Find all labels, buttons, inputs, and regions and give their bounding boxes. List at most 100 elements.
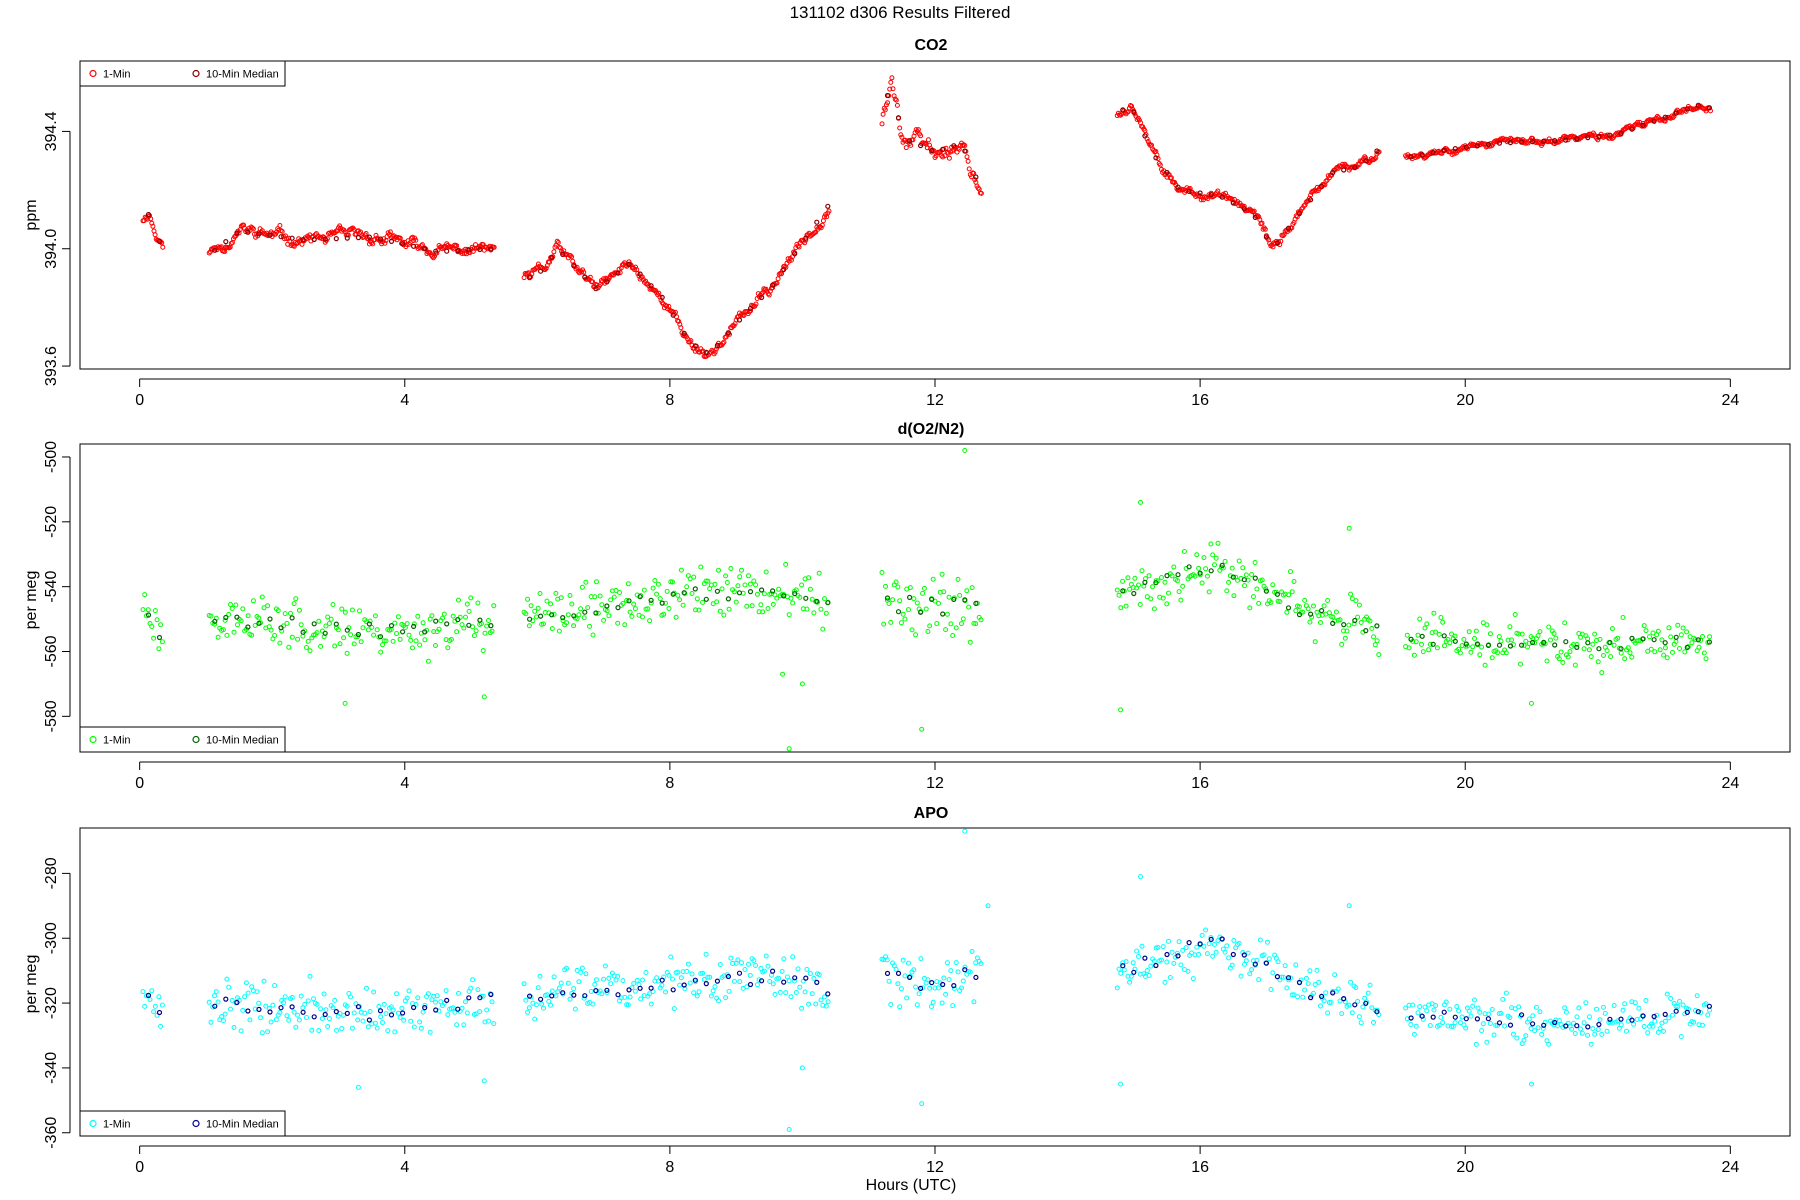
apo-one-min-point — [685, 961, 691, 967]
o2n2-one-min-point — [1213, 555, 1219, 561]
co2-median-point — [388, 238, 395, 244]
o2n2-median-point — [895, 609, 902, 615]
o2n2-y-axis-label: per meg — [23, 571, 40, 630]
o2n2-one-min-point — [760, 609, 766, 615]
o2n2-one-min-point — [897, 598, 903, 604]
apo-outlier-point — [786, 1127, 792, 1132]
apo-one-min-point — [666, 972, 672, 978]
apo-one-min-point — [795, 966, 801, 972]
co2-median-point — [1585, 135, 1591, 141]
o2n2-one-min-point — [1472, 636, 1477, 641]
co2-median-point — [1695, 102, 1701, 108]
apo-one-min-point — [371, 989, 377, 995]
apo-one-min-point — [1477, 1009, 1483, 1015]
apo-median-point — [289, 1004, 295, 1010]
co2-one-min-point — [1293, 213, 1299, 219]
o2n2-one-min-point — [631, 601, 637, 607]
o2n2-one-min-point — [466, 608, 472, 614]
apo-one-min-point — [489, 999, 495, 1005]
o2n2-one-min-point — [344, 650, 350, 656]
co2-one-min-point — [723, 334, 729, 340]
co2-one-min-point — [687, 339, 693, 345]
o2n2-outlier-point — [1118, 707, 1124, 713]
apo-one-min-point — [1238, 973, 1244, 979]
o2n2-one-min-point — [140, 607, 146, 613]
o2n2-one-min-point — [433, 643, 438, 648]
o2n2-one-min-point — [694, 596, 700, 602]
apo-one-min-point — [229, 997, 235, 1003]
o2n2-one-min-point — [1466, 629, 1472, 635]
o2n2-one-min-point — [675, 592, 681, 598]
apo-one-min-point — [1360, 1004, 1366, 1010]
apo-one-min-point — [256, 1000, 262, 1006]
co2-one-min-point — [975, 185, 981, 191]
apo-one-min-point — [742, 967, 748, 972]
apo-one-min-point — [1185, 968, 1191, 974]
co2-one-min-point — [1223, 190, 1228, 196]
o2n2-one-min-point — [261, 605, 267, 611]
co2-one-min-point — [1308, 192, 1314, 198]
o2n2-one-min-point — [1413, 639, 1419, 645]
o2n2-median-point — [455, 616, 461, 623]
o2n2-outlier-point — [481, 694, 487, 700]
apo-one-min-point — [456, 990, 461, 996]
co2-median-point — [1518, 139, 1525, 145]
co2-median-point — [411, 243, 417, 249]
co2-one-min-point — [543, 265, 549, 271]
apo-one-min-point — [1622, 1001, 1628, 1007]
apo-one-min-point — [1468, 1013, 1474, 1019]
o2n2-one-min-point — [1452, 633, 1458, 639]
o2n2-one-min-point — [463, 614, 468, 620]
apo-one-min-point — [417, 1019, 423, 1025]
apo-one-min-point — [1436, 1022, 1442, 1028]
o2n2-one-min-point — [411, 621, 417, 627]
apo-one-min-point — [671, 1006, 677, 1012]
co2-one-min-point — [971, 170, 977, 176]
o2n2-median-point — [747, 588, 754, 595]
o2n2-one-min-point — [579, 584, 585, 590]
apo-one-min-point — [1265, 939, 1270, 945]
o2n2-one-min-point — [1284, 609, 1290, 615]
apo-one-min-point — [744, 984, 750, 990]
apo-one-min-point — [1212, 942, 1217, 947]
o2n2-one-min-point — [1461, 636, 1467, 642]
co2-one-min-point — [889, 75, 895, 81]
o2n2-one-min-point — [627, 609, 633, 615]
o2n2-one-min-point — [1268, 600, 1274, 605]
o2n2-outlier-point — [962, 448, 968, 453]
apo-one-min-point — [1303, 975, 1309, 981]
o2n2-one-min-point — [316, 618, 322, 624]
o2n2-one-min-point — [624, 598, 630, 603]
o2n2-one-min-point — [1371, 634, 1376, 640]
apo-one-min-point — [1498, 1010, 1504, 1016]
apo-one-min-point — [804, 966, 810, 972]
o2n2-one-min-point — [1438, 615, 1444, 620]
co2-one-min-point — [761, 286, 767, 292]
o2n2-one-min-point — [946, 594, 952, 600]
o2n2-one-min-point — [560, 618, 566, 624]
o2n2-one-min-point — [571, 623, 577, 629]
co2-median-point — [477, 246, 483, 253]
co2-x-tick-label: 20 — [1456, 392, 1474, 409]
co2-x-tick-label: 16 — [1191, 392, 1209, 409]
co2-median-point — [1175, 184, 1181, 190]
apo-one-min-point — [454, 1022, 460, 1028]
co2-legend-box — [79, 60, 286, 87]
apo-one-min-point — [701, 977, 707, 982]
apo-outlier-point — [355, 1084, 361, 1090]
co2-one-min-point — [429, 254, 435, 260]
o2n2-one-min-point — [1519, 631, 1525, 637]
o2n2-one-min-point — [1586, 647, 1592, 653]
apo-median-point — [1285, 975, 1292, 981]
co2-one-min-point — [890, 86, 896, 92]
apo-one-min-point — [415, 995, 421, 1001]
apo-median-point — [245, 1008, 251, 1014]
co2-one-min-point — [1683, 108, 1689, 114]
apo-median-point — [223, 996, 229, 1002]
apo-median-point — [1241, 952, 1247, 958]
apo-one-min-point — [394, 991, 400, 997]
o2n2-y-tick-label: -520 — [43, 506, 60, 538]
o2n2-one-min-point — [1509, 637, 1515, 643]
co2-median-point — [703, 349, 709, 355]
o2n2-median-point — [1142, 579, 1148, 586]
